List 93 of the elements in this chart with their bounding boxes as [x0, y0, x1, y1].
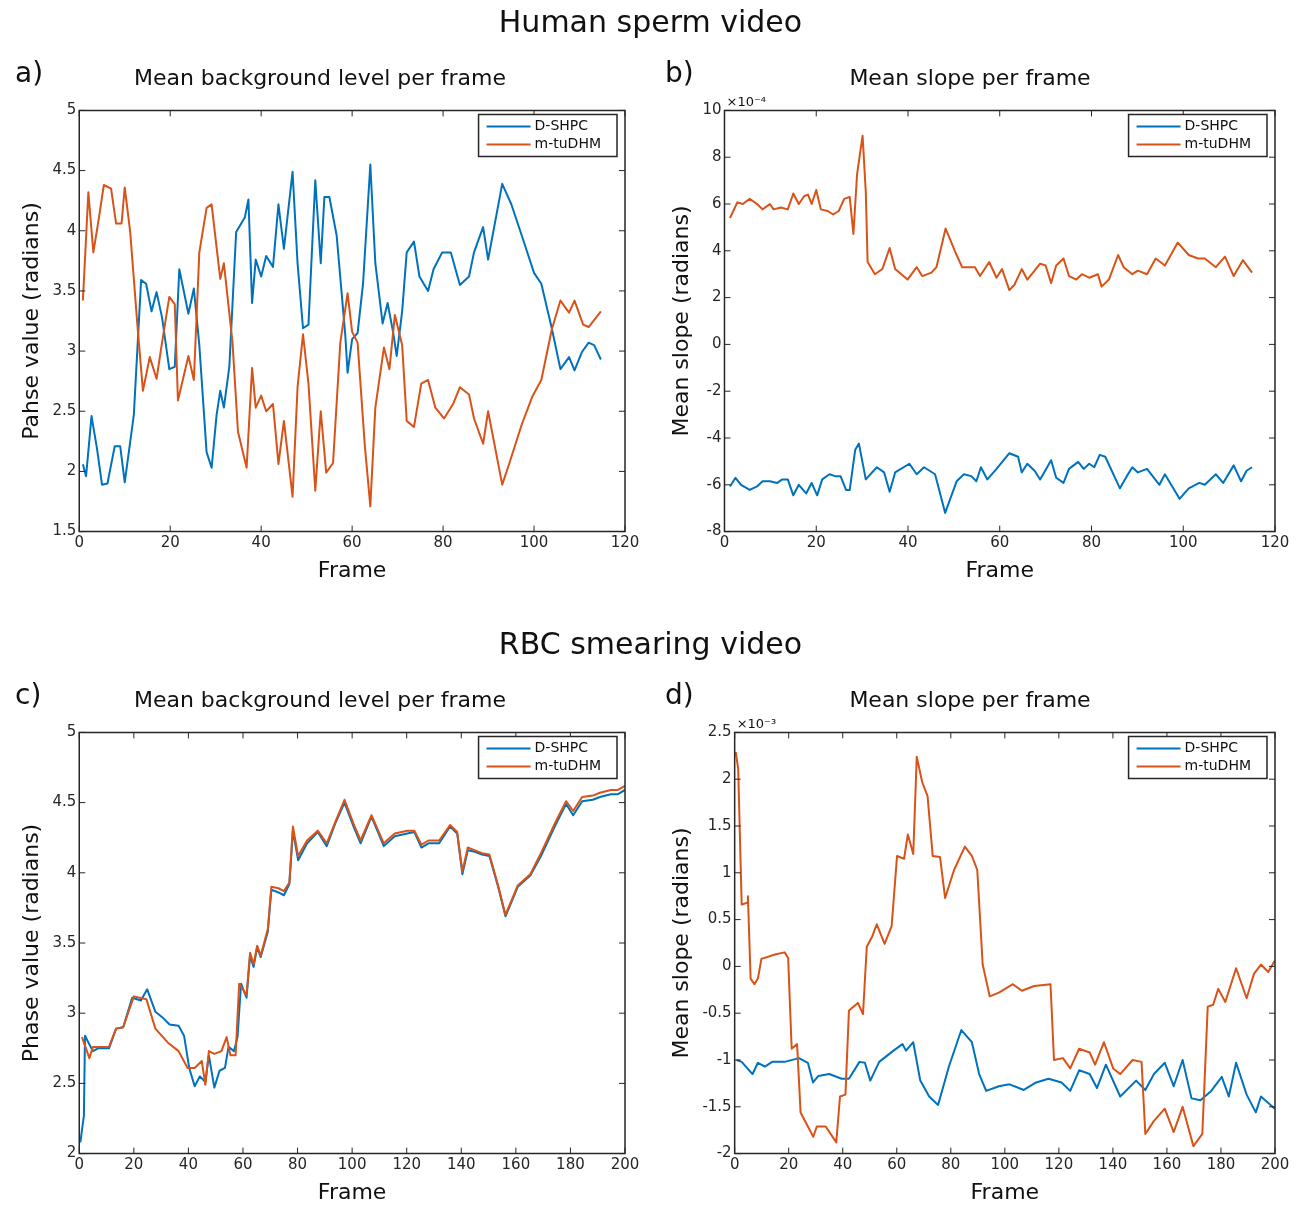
y-tick-label: 10 — [702, 100, 722, 119]
legend-label: D-SHPC — [1184, 739, 1239, 756]
y-tick-label: 3.5 — [52, 280, 77, 299]
y-axis-title: Phase value (radians) — [17, 823, 43, 1063]
x-tick-label: 200 — [610, 1155, 640, 1174]
y-axis-title: Mean slope (radians) — [667, 827, 693, 1059]
y-tick-label: -2 — [716, 1143, 732, 1162]
y-tick-label: 1.5 — [707, 815, 732, 834]
x-tick-label: 80 — [433, 533, 453, 552]
chart-title: Mean slope per frame — [849, 686, 1091, 712]
chart-subtitle: Human sperm video — [497, 4, 804, 39]
x-tick-label: 40 — [178, 1155, 198, 1174]
y-tick-label: 0 — [711, 334, 722, 353]
x-tick-label: 100 — [519, 533, 549, 552]
x-tick-label: 80 — [941, 1155, 961, 1174]
y-tick-label: 4 — [711, 240, 722, 259]
x-tick-label: 200 — [1260, 1155, 1290, 1174]
y-tick-label: 2.5 — [52, 401, 77, 420]
x-tick-label: 120 — [1260, 533, 1290, 552]
y-tick-label: 2.5 — [707, 722, 732, 741]
x-tick-label: 60 — [233, 1155, 253, 1174]
y-tick-label: 6 — [711, 193, 722, 212]
y-tick-label: -1.5 — [702, 1096, 732, 1115]
legend-label: m-tuDHM — [1184, 135, 1252, 152]
y-tick-label: -1 — [716, 1049, 732, 1068]
x-tick-label: 120 — [392, 1155, 422, 1174]
y-tick-label: 1 — [722, 862, 732, 881]
x-tick-label: 100 — [337, 1155, 367, 1174]
y-tick-label: 3 — [66, 340, 77, 359]
x-tick-label: 160 — [1152, 1155, 1182, 1174]
legend-label: m-tuDHM — [534, 135, 602, 152]
y-tick-label: -8 — [706, 521, 722, 540]
x-tick-label: 60 — [342, 533, 362, 552]
chart-subtitle: RBC smearing video — [497, 626, 804, 661]
y-tick-label: 4 — [66, 220, 77, 239]
y-tick-label: 2 — [722, 769, 732, 788]
legend-label: m-tuDHM — [534, 757, 602, 774]
x-tick-label: 80 — [1081, 533, 1102, 552]
y-tick-label: 3.5 — [52, 932, 77, 951]
y-axis-title: Mean slope (radians) — [667, 205, 693, 437]
y-tick-label: -0.5 — [702, 1003, 732, 1022]
y-tick-label: 2 — [711, 287, 722, 306]
legend-label: D-SHPC — [1184, 117, 1239, 134]
x-tick-label: 40 — [833, 1155, 853, 1174]
y-tick-label: -4 — [706, 427, 722, 446]
y-tick-label: 5 — [66, 100, 77, 119]
y-axis-title: Pahse value (radians) — [17, 202, 43, 440]
text: a) — [15, 56, 44, 89]
x-tick-label: 20 — [124, 1155, 144, 1174]
x-axis-title: Frame — [965, 556, 1035, 582]
x-tick-label: 80 — [288, 1155, 308, 1174]
x-tick-label: 20 — [806, 533, 826, 552]
y-tick-label: 3 — [66, 1003, 77, 1022]
legend-label: D-SHPC — [534, 117, 589, 134]
x-axis-title: Frame — [317, 556, 387, 582]
chart-title: Mean background level per frame — [133, 686, 507, 712]
x-tick-label: 120 — [1044, 1155, 1074, 1174]
text: ×10⁻⁴ — [726, 94, 766, 110]
chart-title: Mean background level per frame — [133, 64, 507, 90]
x-tick-label: 60 — [990, 533, 1010, 552]
x-tick-label: 40 — [251, 533, 271, 552]
x-tick-label: 40 — [898, 533, 918, 552]
y-tick-label: 4 — [66, 862, 77, 881]
y-tick-label: 8 — [711, 147, 722, 166]
x-tick-label: 20 — [160, 533, 180, 552]
y-tick-label: 5 — [66, 722, 77, 741]
text: c) — [15, 678, 42, 711]
x-tick-label: 180 — [556, 1155, 585, 1174]
x-tick-label: 140 — [446, 1155, 476, 1174]
x-tick-label: 120 — [610, 533, 640, 552]
y-tick-label: 2.5 — [52, 1073, 77, 1092]
y-tick-label: -6 — [706, 474, 722, 493]
chart-title: Mean slope per frame — [849, 64, 1091, 90]
y-tick-label: -2 — [706, 381, 722, 400]
x-tick-label: 60 — [887, 1155, 907, 1174]
x-tick-label: 20 — [779, 1155, 799, 1174]
legend-label: D-SHPC — [534, 739, 589, 756]
x-axis-title: Frame — [317, 1178, 387, 1204]
y-tick-label: 0.5 — [707, 909, 732, 928]
text: d) — [665, 678, 694, 711]
text: b) — [665, 56, 694, 89]
y-tick-label: 4.5 — [52, 160, 77, 179]
x-tick-label: 100 — [1168, 533, 1198, 552]
legend-label: m-tuDHM — [1184, 757, 1252, 774]
x-axis-title: Frame — [970, 1178, 1040, 1204]
text: ×10⁻³ — [736, 716, 777, 732]
y-tick-label: 4.5 — [52, 792, 77, 811]
y-tick-label: 2 — [66, 461, 77, 480]
x-tick-label: 140 — [1098, 1155, 1128, 1174]
x-tick-label: 100 — [990, 1155, 1020, 1174]
x-tick-label: 180 — [1206, 1155, 1236, 1174]
x-tick-label: 160 — [501, 1155, 531, 1174]
y-tick-label: 0 — [722, 956, 732, 975]
